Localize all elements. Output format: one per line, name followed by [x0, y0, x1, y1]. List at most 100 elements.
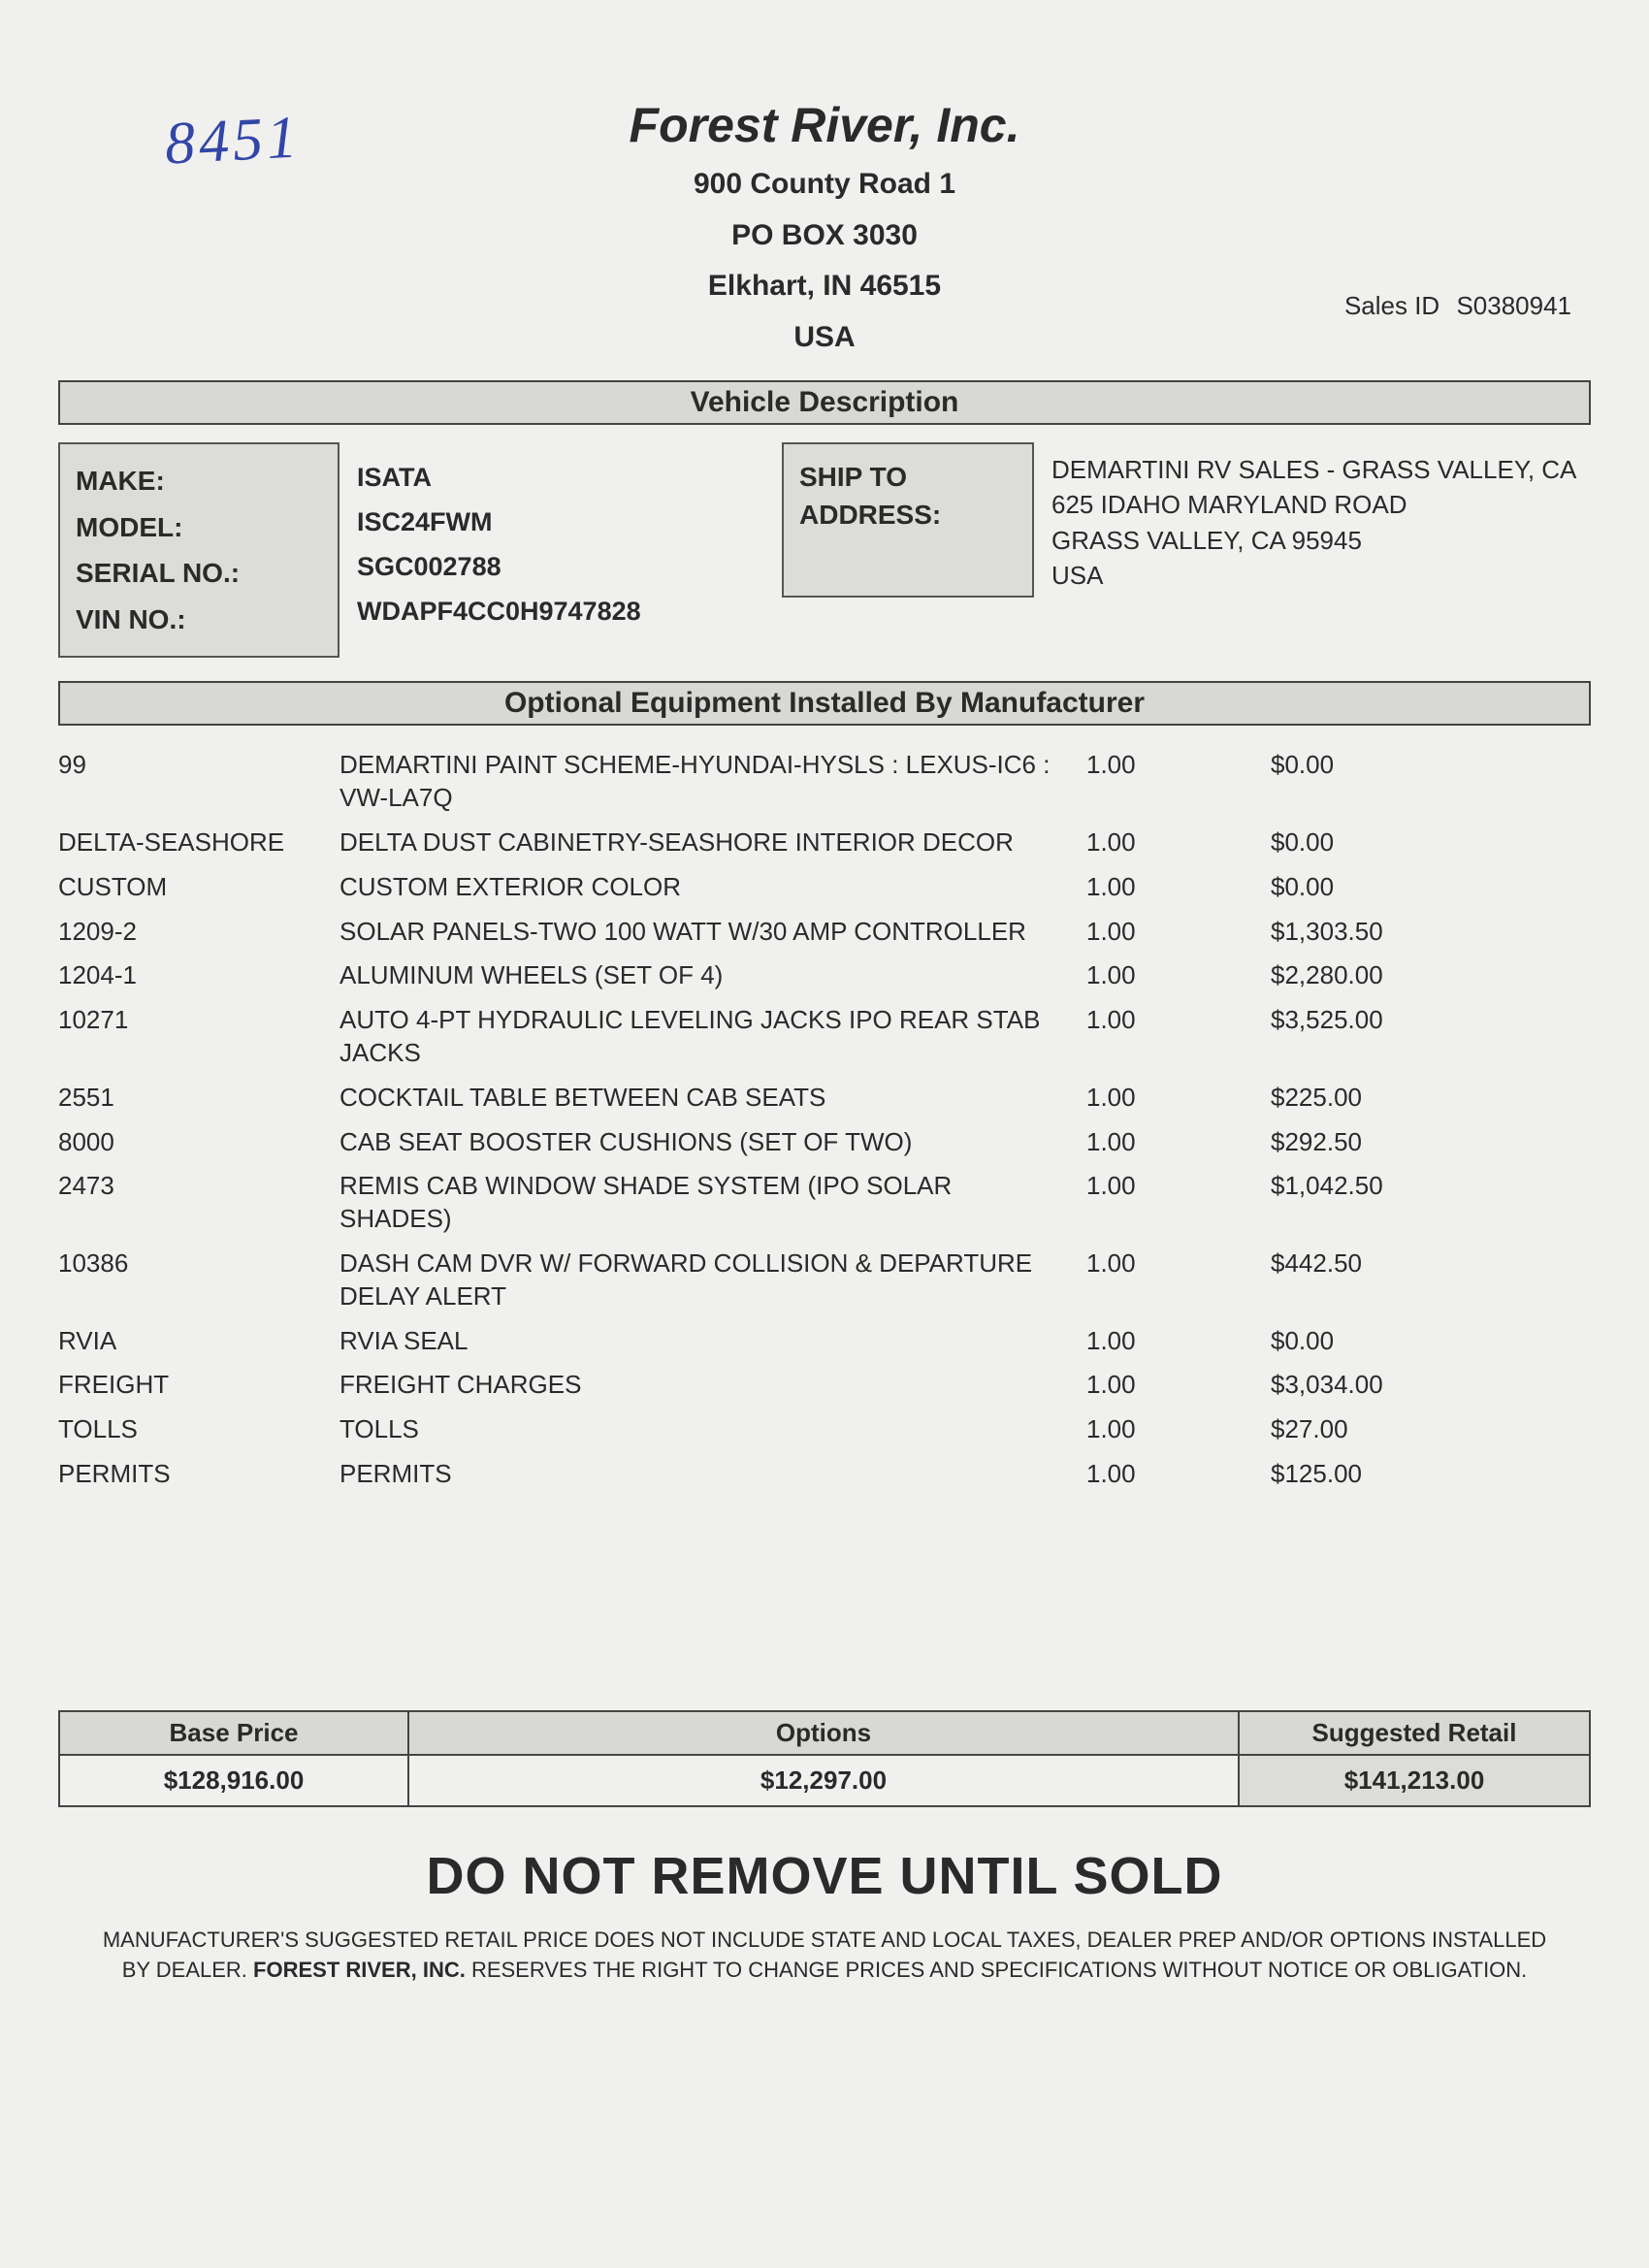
option-code: 10271 [58, 1004, 340, 1070]
option-qty: 1.00 [1086, 1247, 1271, 1313]
option-row: RVIARVIA SEAL1.00$0.00 [58, 1319, 1591, 1364]
disclaimer: MANUFACTURER'S SUGGESTED RETAIL PRICE DO… [58, 1926, 1591, 1986]
option-qty: 1.00 [1086, 1004, 1271, 1070]
value-vin: WDAPF4CC0H9747828 [357, 590, 764, 634]
totals-options: Options $12,297.00 [409, 1712, 1240, 1805]
ship-line-2: 625 IDAHO MARYLAND ROAD [1051, 487, 1591, 522]
option-qty: 1.00 [1086, 1369, 1271, 1402]
sales-id: Sales ID S0380941 [1344, 291, 1571, 321]
option-price: $0.00 [1271, 826, 1591, 859]
option-code: 2551 [58, 1082, 340, 1115]
option-description: AUTO 4-PT HYDRAULIC LEVELING JACKS IPO R… [340, 1004, 1086, 1070]
option-qty: 1.00 [1086, 871, 1271, 904]
totals-retail-label: Suggested Retail [1240, 1712, 1589, 1756]
label-serial: SERIAL NO.: [76, 550, 322, 597]
option-code: RVIA [58, 1325, 340, 1358]
totals-retail: Suggested Retail $141,213.00 [1240, 1712, 1589, 1805]
ship-to-label-1: SHIP TO [799, 458, 1017, 496]
totals-base-label: Base Price [60, 1712, 407, 1756]
option-qty: 1.00 [1086, 1325, 1271, 1358]
option-code: 1209-2 [58, 916, 340, 949]
option-code: PERMITS [58, 1458, 340, 1491]
option-description: REMIS CAB WINDOW SHADE SYSTEM (IPO SOLAR… [340, 1170, 1086, 1236]
option-description: DEMARTINI PAINT SCHEME-HYUNDAI-HYSLS : L… [340, 749, 1086, 815]
option-qty: 1.00 [1086, 749, 1271, 815]
ship-line-3: GRASS VALLEY, CA 95945 [1051, 523, 1591, 558]
totals-base-value: $128,916.00 [60, 1756, 407, 1805]
totals-retail-value: $141,213.00 [1240, 1756, 1589, 1805]
option-row: 1204-1ALUMINUM WHEELS (SET OF 4)1.00$2,2… [58, 954, 1591, 998]
ship-to-label-box: SHIP TO ADDRESS: [782, 442, 1034, 598]
option-code: CUSTOM [58, 871, 340, 904]
option-price: $1,303.50 [1271, 916, 1591, 949]
vehicle-labels-box: MAKE: MODEL: SERIAL NO.: VIN NO.: [58, 442, 340, 658]
disclaimer-bold: FOREST RIVER, INC. [253, 1958, 466, 1982]
option-description: PERMITS [340, 1458, 1086, 1491]
option-qty: 1.00 [1086, 826, 1271, 859]
option-qty: 1.00 [1086, 1126, 1271, 1159]
option-description: TOLLS [340, 1413, 1086, 1446]
option-row: 2551COCKTAIL TABLE BETWEEN CAB SEATS1.00… [58, 1076, 1591, 1120]
option-price: $2,280.00 [1271, 959, 1591, 992]
option-description: COCKTAIL TABLE BETWEEN CAB SEATS [340, 1082, 1086, 1115]
option-description: DASH CAM DVR W/ FORWARD COLLISION & DEPA… [340, 1247, 1086, 1313]
option-code: 1204-1 [58, 959, 340, 992]
option-price: $0.00 [1271, 749, 1591, 815]
option-row: 1209-2SOLAR PANELS-TWO 100 WATT W/30 AMP… [58, 910, 1591, 955]
totals-base: Base Price $128,916.00 [60, 1712, 409, 1805]
option-row: TOLLSTOLLS1.00$27.00 [58, 1408, 1591, 1452]
option-code: 2473 [58, 1170, 340, 1236]
option-row: 8000CAB SEAT BOOSTER CUSHIONS (SET OF TW… [58, 1120, 1591, 1165]
option-description: SOLAR PANELS-TWO 100 WATT W/30 AMP CONTR… [340, 916, 1086, 949]
option-price: $3,525.00 [1271, 1004, 1591, 1070]
section-vehicle-description: Vehicle Description [58, 380, 1591, 425]
option-price: $442.50 [1271, 1247, 1591, 1313]
option-description: FREIGHT CHARGES [340, 1369, 1086, 1402]
option-price: $1,042.50 [1271, 1170, 1591, 1236]
option-qty: 1.00 [1086, 1082, 1271, 1115]
vehicle-values-box: ISATA ISC24FWM SGC002788 WDAPF4CC0H97478… [357, 442, 764, 658]
option-price: $27.00 [1271, 1413, 1591, 1446]
sales-id-value: S0380941 [1456, 291, 1571, 320]
disclaimer-part-2: RESERVES THE RIGHT TO CHANGE PRICES AND … [466, 1958, 1527, 1982]
option-price: $0.00 [1271, 1325, 1591, 1358]
handwritten-note: 8451 [163, 103, 303, 178]
option-code: 99 [58, 749, 340, 815]
do-not-remove-notice: DO NOT REMOVE UNTIL SOLD [58, 1846, 1591, 1906]
option-price: $0.00 [1271, 871, 1591, 904]
option-row: FREIGHTFREIGHT CHARGES1.00$3,034.00 [58, 1363, 1591, 1408]
label-vin: VIN NO.: [76, 597, 322, 643]
value-model: ISC24FWM [357, 501, 764, 545]
label-make: MAKE: [76, 458, 322, 504]
address-line-2: PO BOX 3030 [58, 216, 1591, 256]
option-row: PERMITSPERMITS1.00$125.00 [58, 1452, 1591, 1497]
option-qty: 1.00 [1086, 1170, 1271, 1236]
option-description: DELTA DUST CABINETRY-SEASHORE INTERIOR D… [340, 826, 1086, 859]
option-qty: 1.00 [1086, 916, 1271, 949]
option-row: DELTA-SEASHOREDELTA DUST CABINETRY-SEASH… [58, 821, 1591, 865]
value-make: ISATA [357, 456, 764, 501]
option-price: $292.50 [1271, 1126, 1591, 1159]
option-price: $125.00 [1271, 1458, 1591, 1491]
vehicle-info-row: MAKE: MODEL: SERIAL NO.: VIN NO.: ISATA … [58, 442, 1591, 658]
option-code: 8000 [58, 1126, 340, 1159]
option-code: 10386 [58, 1247, 340, 1313]
option-row: 2473REMIS CAB WINDOW SHADE SYSTEM (IPO S… [58, 1164, 1591, 1242]
options-table: 99DEMARTINI PAINT SCHEME-HYUNDAI-HYSLS :… [58, 743, 1591, 1496]
option-row: CUSTOMCUSTOM EXTERIOR COLOR1.00$0.00 [58, 865, 1591, 910]
ship-line-4: USA [1051, 558, 1591, 593]
option-row: 10386DASH CAM DVR W/ FORWARD COLLISION &… [58, 1242, 1591, 1319]
label-model: MODEL: [76, 504, 322, 551]
sales-id-label: Sales ID [1344, 291, 1439, 320]
option-description: CUSTOM EXTERIOR COLOR [340, 871, 1086, 904]
ship-line-1: DEMARTINI RV SALES - GRASS VALLEY, CA [1051, 452, 1591, 487]
totals-row: Base Price $128,916.00 Options $12,297.0… [58, 1710, 1591, 1807]
totals-options-label: Options [409, 1712, 1238, 1756]
totals-options-value: $12,297.00 [409, 1756, 1238, 1805]
value-serial: SGC002788 [357, 545, 764, 590]
option-qty: 1.00 [1086, 1458, 1271, 1491]
option-description: ALUMINUM WHEELS (SET OF 4) [340, 959, 1086, 992]
ship-to-label-2: ADDRESS: [799, 496, 1017, 534]
option-row: 10271AUTO 4-PT HYDRAULIC LEVELING JACKS … [58, 998, 1591, 1076]
option-code: FREIGHT [58, 1369, 340, 1402]
